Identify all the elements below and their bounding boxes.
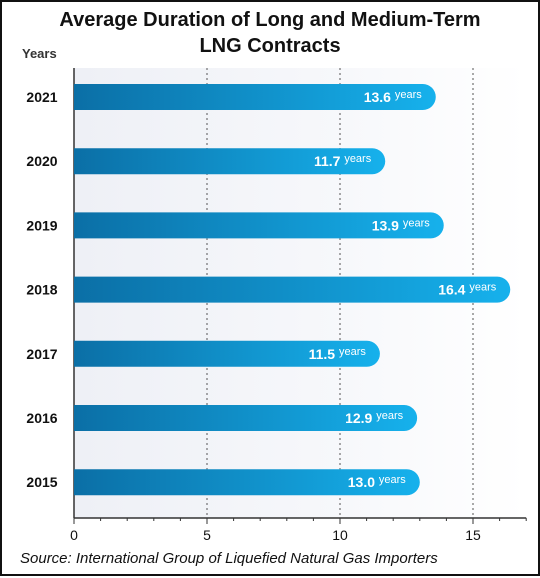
x-tick-label-10: 10 — [332, 527, 348, 543]
category-label-2019: 2019 — [26, 217, 57, 233]
bar-2017 — [74, 340, 380, 367]
value-label-2015: 13.0 years — [348, 474, 407, 490]
value-label-2020: 11.7 years — [314, 153, 372, 169]
value-label-2016: 12.9 years — [345, 410, 404, 426]
bar-2021 — [74, 84, 436, 110]
chart-title-line-1: Average Duration of Long and Medium-Term — [59, 9, 481, 31]
x-tick-label-0: 0 — [70, 527, 78, 543]
category-label-2015: 2015 — [26, 474, 57, 490]
category-label-2020: 2020 — [26, 153, 57, 169]
bar-2016 — [74, 405, 418, 431]
bar-2020 — [74, 148, 386, 175]
value-label-2021: 13.6 years — [364, 89, 423, 105]
y-axis-label: Years — [22, 46, 57, 61]
value-label-2019: 13.9 years — [372, 217, 431, 233]
value-label-2017: 11.5 years — [309, 346, 367, 362]
category-label-2021: 2021 — [26, 89, 57, 105]
source-note: Source: International Group of Liquefied… — [20, 550, 438, 567]
category-label-2016: 2016 — [26, 410, 57, 426]
x-tick-label-15: 15 — [465, 527, 481, 543]
plot-area: 0 5 10 15 2021 13.6 years 2020 11.7 years 2019 13… — [26, 68, 527, 543]
bar-2019 — [74, 212, 444, 239]
x-tick-label-5: 5 — [203, 527, 211, 543]
chart-title: Average Duration of Long and Medium-Term… — [2, 7, 538, 59]
bar-2015 — [74, 469, 420, 496]
value-label-2018: 16.4 years — [438, 282, 497, 298]
chart-title-line-2: LNG Contracts — [199, 35, 341, 57]
bar-2018 — [74, 276, 511, 303]
category-label-2017: 2017 — [26, 346, 57, 362]
category-label-2018: 2018 — [26, 282, 57, 298]
